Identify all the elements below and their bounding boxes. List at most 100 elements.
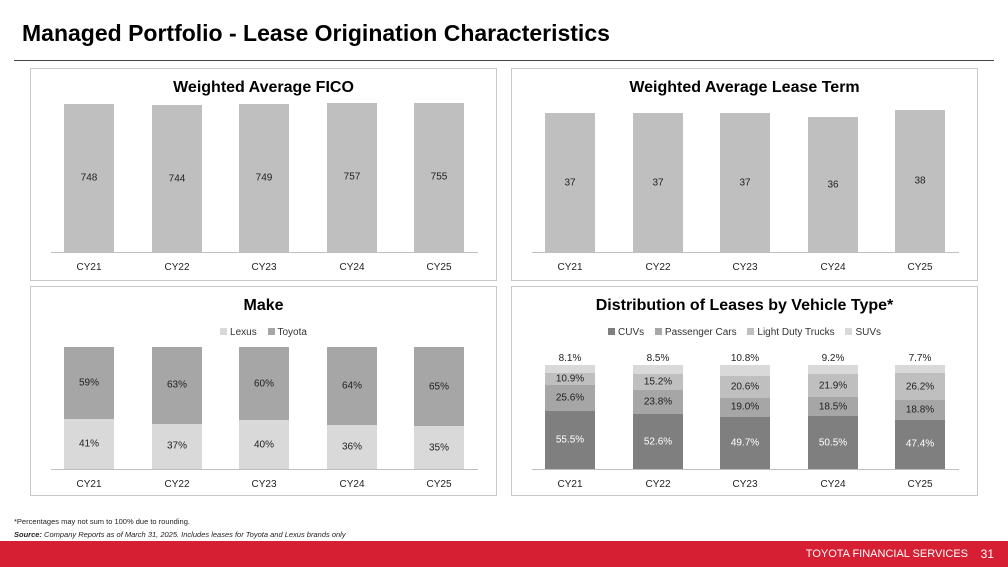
legend-label-light-duty-trucks: Light Duty Trucks <box>757 327 835 338</box>
make-segment-toyota-cy22: 63% <box>152 347 202 424</box>
make-label-toyota-cy24: 64% <box>341 380 362 392</box>
legend-label-toyota: Toyota <box>277 327 307 338</box>
term-bar-cy22: 37 <box>633 113 683 252</box>
make-stack-cy23: 40% 60% <box>239 347 289 469</box>
term-bar-cy25: 38 <box>895 109 945 252</box>
vehicle_type-label-suvs-cy21: 8.1% <box>558 352 582 364</box>
toyota-swatch <box>267 328 275 335</box>
page-number: 31 <box>980 547 994 561</box>
x-tick-label-cy23: CY23 <box>732 262 758 273</box>
make-segment-lexus-cy25: 35% <box>414 426 464 469</box>
make-label-toyota-cy25: 65% <box>428 381 449 393</box>
make-label-lexus-cy21: 41% <box>78 438 99 450</box>
x-tick-label-cy24: CY24 <box>820 262 846 273</box>
lexus-swatch <box>220 328 228 335</box>
term-bar-cy24: 36 <box>808 117 858 252</box>
legend-item-cuvs: CUVs <box>608 327 644 338</box>
x-tick-label-cy23: CY23 <box>251 262 277 273</box>
make-segment-lexus-cy24: 36% <box>327 425 377 469</box>
vehicle_type-label-suvs-cy23: 10.8% <box>730 352 760 364</box>
x-tick-label-cy25: CY25 <box>426 262 452 273</box>
vehicle-type-chart-panel: Distribution of Leases by Vehicle Type* … <box>511 286 978 496</box>
vehicle_type-label-passenger-cars-cy23: 19.0% <box>730 401 760 413</box>
vehicle_type-label-light-duty-trucks-cy24: 21.9% <box>818 380 848 392</box>
vehicle_type-segment-suvs-cy23: 10.8% <box>720 353 770 377</box>
vehicle_type-segment-suvs-cy21: 8.1% <box>545 353 595 374</box>
vehicle_type-stack-cy25: 47.4% 18.8% 26.2% 7.7% <box>895 353 945 469</box>
x-tick-label-cy22: CY22 <box>645 262 671 273</box>
vehicle_type-label-cuvs-cy24: 50.5% <box>818 437 848 449</box>
vehicle_type-segment-passenger-cars-cy25: 18.8% <box>895 399 945 420</box>
make-segment-toyota-cy21: 59% <box>64 347 114 419</box>
x-tick-label-cy21: CY21 <box>557 262 583 273</box>
lease-term-chart-title: Weighted Average Lease Term <box>629 79 860 96</box>
make-label-lexus-cy25: 35% <box>428 442 449 454</box>
make-segment-toyota-cy24: 64% <box>327 347 377 426</box>
vehicle_type-label-suvs-cy25: 7.7% <box>908 352 932 364</box>
vehicle_type-segment-suvs-cy24: 9.2% <box>808 353 858 375</box>
fico-value-label-cy24: 757 <box>343 171 361 183</box>
vehicle_type-stack-cy22: 52.6% 23.8% 15.2% 8.5% <box>633 353 683 469</box>
make-stack-cy21: 41% 59% <box>64 347 114 469</box>
lease-term-chart-panel: Weighted Average Lease Term 37 37 37 36 38 CY… <box>511 68 978 281</box>
fico-chart-title: Weighted Average FICO <box>173 79 354 96</box>
legend-item-suvs: SUVs <box>845 327 881 338</box>
vehicle_type-segment-suvs-cy25: 7.7% <box>895 353 945 373</box>
legend-label-cuvs: CUVs <box>618 327 645 338</box>
vehicle-type-chart-title: Distribution of Leases by Vehicle Type* <box>595 297 894 314</box>
fico-value-label-cy22: 744 <box>168 173 186 185</box>
vehicle_type-segment-cuvs-cy21: 55.5% <box>545 410 595 469</box>
vehicle_type-label-cuvs-cy22: 52.6% <box>643 436 673 448</box>
vehicle_type-segment-light-duty-trucks-cy24: 21.9% <box>808 373 858 398</box>
vehicle_type-label-passenger-cars-cy25: 18.8% <box>905 404 935 416</box>
vehicle_type-label-passenger-cars-cy22: 23.8% <box>643 396 673 408</box>
vehicle_type-segment-cuvs-cy22: 52.6% <box>633 413 683 469</box>
term-bar-cy21: 37 <box>545 113 595 252</box>
vehicle_type-label-passenger-cars-cy21: 25.6% <box>555 392 585 404</box>
fico-value-label-cy23: 749 <box>255 172 273 184</box>
legend-item-passenger-cars: Passenger Cars <box>654 327 737 338</box>
lease-term-plot-area: 37 37 37 36 38 CY21 CY22 CY23 CY24 CY25 <box>512 69 979 282</box>
term-x-axis <box>532 252 959 253</box>
footnote: *Percentages may not sum to 100% due to … <box>14 517 190 526</box>
vehicle_type-label-light-duty-trucks-cy23: 20.6% <box>730 381 760 393</box>
vehicle_type-label-cuvs-cy21: 55.5% <box>555 434 585 446</box>
term-value-label-cy22: 37 <box>652 177 664 189</box>
make-segment-lexus-cy21: 41% <box>64 418 114 469</box>
fico-x-axis <box>51 252 478 253</box>
vehicle_type-segment-cuvs-cy24: 50.5% <box>808 415 858 469</box>
legend-item-light-duty-trucks: Light Duty Trucks <box>747 327 835 338</box>
legend-label-suvs: SUVs <box>855 327 881 338</box>
title-divider <box>14 60 994 61</box>
vehicle_type-segment-passenger-cars-cy21: 25.6% <box>545 383 595 412</box>
vehicle_type-segment-passenger-cars-cy24: 18.5% <box>808 396 858 417</box>
make-label-lexus-cy24: 36% <box>341 441 362 453</box>
term-value-label-cy24: 36 <box>827 179 839 190</box>
fico-bar-cy21: 748 <box>64 104 114 252</box>
fico-bar-cy24: 757 <box>327 102 377 252</box>
x-tick-label-cy21: CY21 <box>76 262 102 273</box>
vehicle-type-plot-area: 55.5% 25.6% 10.9% 8.1% 52.6% 23.8% 15.2% 8.5% 49… <box>512 287 979 497</box>
vehicle-type-legend: CUVs Passenger Cars Light Duty Trucks SU… <box>512 327 977 338</box>
vehicle_type-segment-light-duty-trucks-cy23: 20.6% <box>720 375 770 398</box>
make-x-axis <box>51 469 478 470</box>
footer-bar: TOYOTA FINANCIAL SERVICES 31 <box>0 541 1008 567</box>
fico-plot-area: 748 744 749 757 755 CY21 CY22 CY23 CY24 CY25 <box>31 69 498 282</box>
vehicle_type-segment-passenger-cars-cy23: 19.0% <box>720 396 770 418</box>
vehicle_type-segment-passenger-cars-cy22: 23.8% <box>633 388 683 415</box>
make-label-toyota-cy21: 59% <box>78 377 99 389</box>
make-segment-toyota-cy23: 60% <box>239 347 289 421</box>
make-stack-cy22: 37% 63% <box>152 347 202 469</box>
source-label: Source: <box>14 530 42 539</box>
fico-chart-panel: Weighted Average FICO 748 744 749 757 755 CY2… <box>30 68 497 281</box>
fico-value-label-cy21: 748 <box>80 172 98 184</box>
x-tick-label-cy23: CY23 <box>251 479 277 490</box>
x-tick-label-cy22: CY22 <box>645 479 671 490</box>
term-bar-cy23: 37 <box>720 113 770 252</box>
make-segment-lexus-cy23: 40% <box>239 420 289 469</box>
footer-brand: TOYOTA FINANCIAL SERVICES <box>805 548 968 560</box>
x-tick-label-cy24: CY24 <box>339 479 365 490</box>
vehicle_type-label-light-duty-trucks-cy25: 26.2% <box>905 381 935 393</box>
make-stack-cy24: 36% 64% <box>327 347 377 469</box>
make-plot-area: 41% 59% 37% 63% 40% 60% 36% 64% 35% 65% CY21 CY22 CY… <box>31 287 498 497</box>
